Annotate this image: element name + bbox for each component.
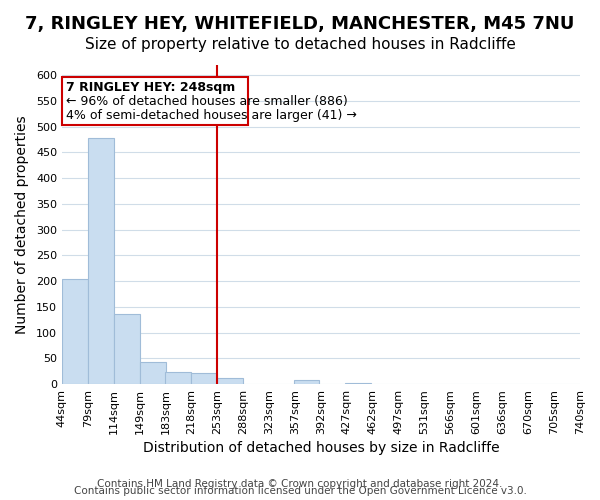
Bar xyxy=(114,314,140,384)
Bar xyxy=(165,372,191,384)
Text: 7, RINGLEY HEY, WHITEFIELD, MANCHESTER, M45 7NU: 7, RINGLEY HEY, WHITEFIELD, MANCHESTER, … xyxy=(25,15,575,33)
X-axis label: Distribution of detached houses by size in Radcliffe: Distribution of detached houses by size … xyxy=(143,441,499,455)
FancyBboxPatch shape xyxy=(62,78,248,124)
Bar xyxy=(140,362,166,384)
Text: Size of property relative to detached houses in Radcliffe: Size of property relative to detached ho… xyxy=(85,38,515,52)
Text: Contains public sector information licensed under the Open Government Licence v3: Contains public sector information licen… xyxy=(74,486,526,496)
Text: 4% of semi-detached houses are larger (41) →: 4% of semi-detached houses are larger (4… xyxy=(67,108,357,122)
Bar xyxy=(62,279,88,384)
Bar xyxy=(191,372,217,384)
Bar xyxy=(88,138,114,384)
Bar xyxy=(293,380,319,384)
Y-axis label: Number of detached properties: Number of detached properties xyxy=(15,115,29,334)
Bar xyxy=(217,378,242,384)
Text: ← 96% of detached houses are smaller (886): ← 96% of detached houses are smaller (88… xyxy=(67,96,348,108)
Bar xyxy=(346,383,371,384)
Text: 7 RINGLEY HEY: 248sqm: 7 RINGLEY HEY: 248sqm xyxy=(67,82,236,94)
Text: Contains HM Land Registry data © Crown copyright and database right 2024.: Contains HM Land Registry data © Crown c… xyxy=(97,479,503,489)
